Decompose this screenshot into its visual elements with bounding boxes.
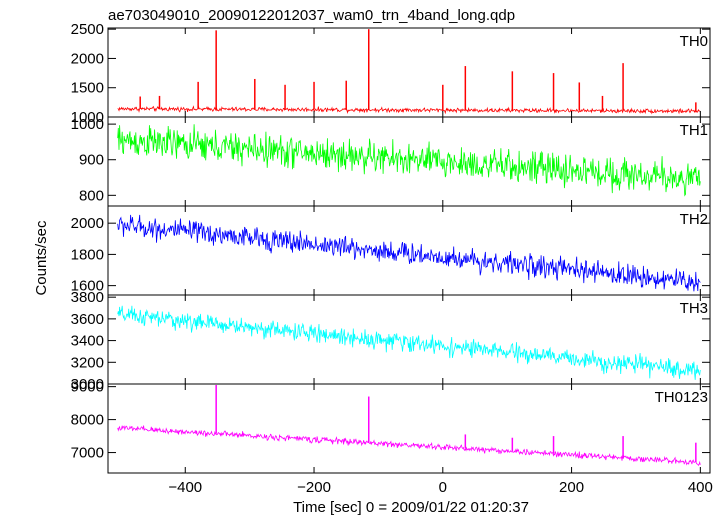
y-tick-label: 2000	[71, 50, 104, 67]
series-line-th0123	[117, 425, 701, 466]
panel-label-th2: TH2	[680, 211, 708, 228]
series-line-th0	[117, 105, 701, 115]
y-tick-label: 2000	[71, 215, 104, 232]
panel-label-th1: TH1	[680, 122, 708, 139]
x-tick-label: 200	[559, 479, 584, 496]
y-tick-label: 1000	[71, 116, 104, 133]
y-tick-label: 7000	[71, 445, 104, 462]
x-tick-label: 0	[439, 479, 447, 496]
y-tick-label: 3200	[71, 354, 104, 371]
y-tick-label: 3600	[71, 311, 104, 328]
panel-th3: 3000 3200 3400 3600 3800 TH3	[71, 289, 711, 393]
y-tick-label: 2500	[71, 21, 104, 38]
y-tick-label: 3800	[71, 289, 104, 306]
x-tick-label: −400	[168, 479, 202, 496]
figure-title: ae703049010_20090122012037_wam0_trn_4ban…	[108, 7, 515, 24]
y-axis-label: Counts/sec	[33, 220, 50, 296]
y-tick-label: 800	[79, 187, 104, 204]
panel-frame	[107, 294, 711, 385]
y-tick-label: 3400	[71, 333, 104, 350]
y-tick-label: 8000	[71, 412, 104, 429]
series-line-th2	[117, 214, 701, 292]
panel-th0123: 7000 8000 9000 TH0123	[71, 379, 711, 474]
y-tick-label: 1800	[71, 246, 104, 263]
y-tick-label: 1600	[71, 278, 104, 295]
panel-th1: 800 900 1000 TH1	[71, 116, 711, 207]
panel-th2: 1600 1800 2000 TH2	[71, 205, 711, 296]
y-tick-label: 900	[79, 152, 104, 169]
series-line-th3	[117, 305, 701, 380]
y-tick-label: 1000	[71, 109, 104, 126]
panel-th0: 1000 1500 2000 2500 TH0	[71, 21, 711, 126]
y-tick-label: 3000	[71, 376, 104, 393]
panel-label-th0123: TH0123	[655, 389, 708, 406]
x-tick-label: −200	[297, 479, 331, 496]
panel-label-th3: TH3	[680, 300, 708, 317]
x-axis-label: Time [sec] 0 = 2009/01/22 01:20:37	[293, 499, 529, 516]
panel-frame	[107, 383, 711, 474]
series-line-th1	[117, 124, 701, 197]
y-tick-label: 1500	[71, 80, 104, 97]
x-tick-label: 400	[688, 479, 713, 496]
y-tick-label: 9000	[71, 379, 104, 396]
panel-label-th0: TH0	[680, 33, 708, 50]
